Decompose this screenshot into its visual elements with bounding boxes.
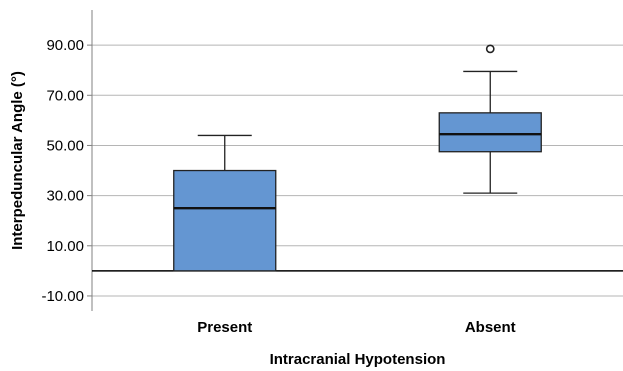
y-tick-label: 30.00	[46, 188, 84, 205]
y-axis-ticks: -10.00 10.00 30.00 50.00 70.00 90.00	[41, 37, 92, 305]
y-tick-label: 90.00	[46, 37, 84, 54]
outlier-point	[485, 44, 495, 54]
x-axis-categories: Present Absent	[197, 319, 515, 336]
y-tick-label: -10.00	[41, 288, 84, 305]
box-absent	[438, 44, 542, 194]
gridlines	[92, 44, 623, 297]
y-tick-label: 50.00	[46, 137, 84, 154]
y-tick-label: 70.00	[46, 87, 84, 104]
y-axis-title: Interpeduncular Angle (°)	[9, 71, 26, 250]
x-category-label: Absent	[465, 319, 516, 336]
y-tick-label: 10.00	[46, 238, 84, 255]
iqr-box	[438, 112, 542, 153]
iqr-box	[173, 169, 277, 272]
box-present	[173, 134, 277, 272]
boxes-group	[173, 44, 542, 272]
x-axis-title: Intracranial Hypotension	[270, 351, 446, 368]
x-category-label: Present	[197, 319, 252, 336]
